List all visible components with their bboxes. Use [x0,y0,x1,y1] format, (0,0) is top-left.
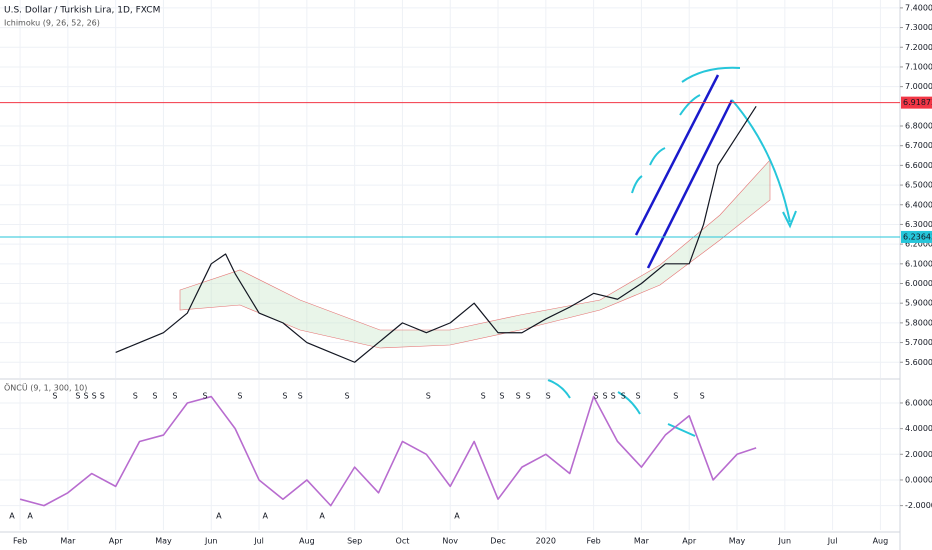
sell-signal: S [52,392,57,401]
y-tick-label: 7.40000 [905,3,932,12]
x-tick-label: Jul [827,537,838,546]
y-tick-label: 6.30000 [905,220,932,229]
y-tick-label: 7.20000 [905,43,932,52]
sell-signal: S [344,392,349,401]
price-tag [901,96,932,109]
sell-signal: S [152,392,157,401]
ichimoku-cloud [179,159,771,349]
sell-signal: S [603,392,608,401]
y-tick-label: 7.30000 [905,23,932,32]
sell-signal: S [426,392,431,401]
indicator-title: Ichimoku (9, 26, 52, 26) [4,19,100,28]
sell-signal: S [75,392,80,401]
price-tag-label: 6.91873 [903,98,932,107]
y-tick-label: 5.80000 [905,318,932,327]
y-tick-label: 6.10000 [905,259,932,268]
buy-signal: A [9,512,15,521]
x-tick-label: 2020 [536,537,556,546]
sell-signal: S [92,392,97,401]
x-tick-label: Jun [204,537,218,546]
y-tick-label: 5.60000 [905,358,932,367]
x-tick-label: Mar [60,537,76,546]
arrow-annotation [731,99,791,223]
x-tick-label: May [155,537,172,546]
sell-signal: S [172,392,177,401]
sell-signal: S [621,392,626,401]
channel-line [634,74,720,236]
x-tick-label: Feb [13,537,27,546]
y-tick-label: 7.10000 [905,62,932,71]
arc-annotation [649,147,666,166]
x-tick-label: Feb [587,537,601,546]
sell-signal: S [636,392,641,401]
x-tick-label: Jun [778,537,792,546]
arrow-head [782,210,797,229]
sell-signal: S [100,392,105,401]
sell-signal: S [237,392,242,401]
x-tick-label: Apr [109,537,124,546]
buy-signal: A [216,512,222,521]
buy-signal: A [454,512,460,521]
price-line-series [115,105,757,363]
sell-signal: S [526,392,531,401]
channel-line [646,99,734,269]
y-tick-label: 6.80000 [905,122,932,131]
chart-title: U.S. Dollar / Turkish Lira, 1D, FXCM [4,6,160,16]
x-tick-label: Aug [873,537,889,546]
sell-signal: S [611,392,616,401]
arc-annotation [617,391,641,415]
sell-signal: S [673,392,678,401]
x-tick-label: May [729,537,746,546]
sell-signal: S [282,392,287,401]
x-tick-label: Jul [253,537,264,546]
sell-signal: S [298,392,303,401]
arc-annotation [667,423,696,437]
sell-signal: S [516,392,521,401]
sell-signal: S [499,392,504,401]
sell-signal: S [83,392,88,401]
buy-signal: A [319,512,325,521]
x-tick-label: Nov [442,537,458,546]
sell-signal: S [481,392,486,401]
y-tick-label: 5.70000 [905,338,932,347]
oscillator-title: ÖNCÜ (9, 1, 300, 10) [4,383,87,393]
price-tag-label: 6.23643 [903,232,932,241]
arc-annotation [681,66,741,83]
arc-annotation [547,379,571,399]
x-tick-label: Aug [299,537,315,546]
price-tag [901,230,932,243]
y-tick-label: 6.50000 [905,181,932,190]
price-line-series [19,395,757,507]
y-tick-label: 5.90000 [905,299,932,308]
x-tick-label: Dec [490,537,505,546]
y-tick-label: 6.60000 [905,161,932,170]
y-tick-label: 6.20000 [905,240,932,249]
sell-signal: S [546,392,551,401]
y-tick-label: 6.70000 [905,141,932,150]
y-tick-label: 6.40000 [905,200,932,209]
x-tick-label: Oct [396,537,410,546]
sell-signal: S [700,392,705,401]
x-tick-label: Apr [682,537,697,546]
x-tick-label: Sep [347,537,362,546]
arc-annotation [631,175,643,194]
buy-signal: A [27,512,33,521]
x-tick-label: Mar [634,537,650,546]
buy-signal: A [263,512,269,521]
sell-signal: S [593,392,598,401]
sell-signal: S [203,392,208,401]
sell-signal: S [133,392,138,401]
